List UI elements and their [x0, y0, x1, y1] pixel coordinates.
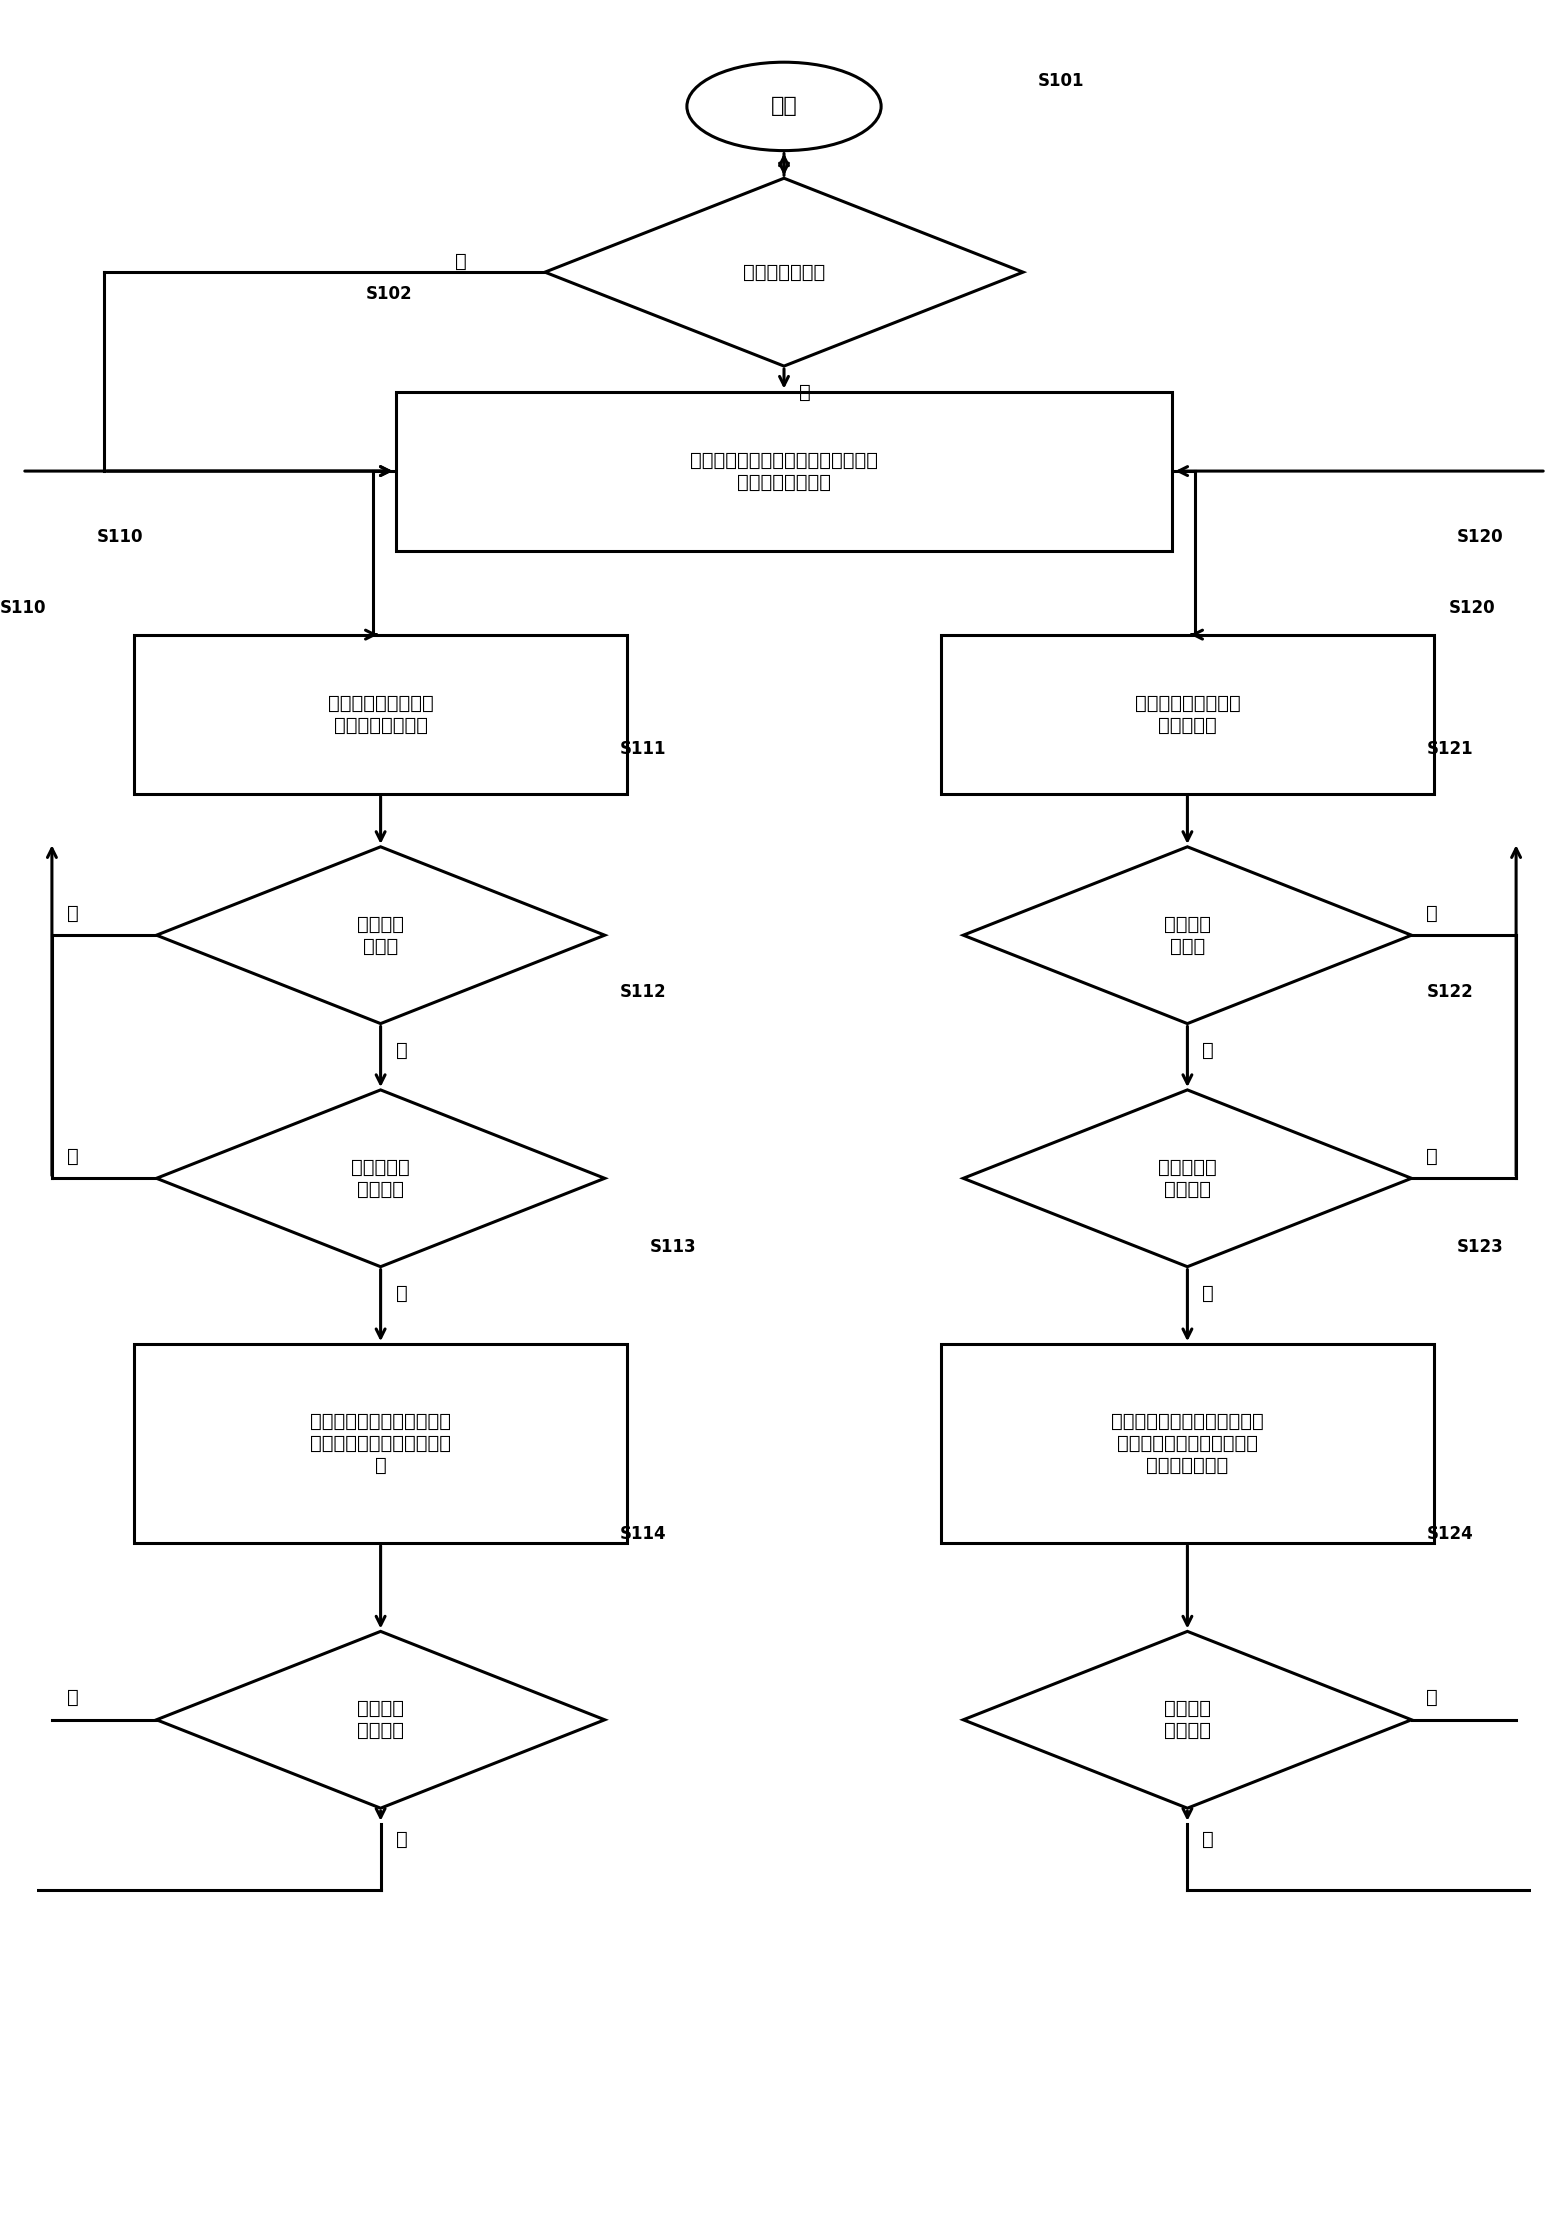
Text: 否: 否: [1426, 1688, 1438, 1708]
Text: 群组选项
被点选: 群组选项 被点选: [1164, 914, 1211, 956]
Bar: [135, 634, 628, 794]
Polygon shape: [963, 847, 1412, 1023]
Polygon shape: [963, 1090, 1412, 1268]
Bar: [395, 391, 1172, 552]
Text: S101: S101: [1038, 71, 1085, 89]
Polygon shape: [963, 1632, 1412, 1808]
Polygon shape: [157, 847, 604, 1023]
Text: 是: 是: [395, 1283, 408, 1303]
Text: S123: S123: [1457, 1239, 1504, 1257]
Text: 是: 是: [395, 1830, 408, 1848]
Text: 显示一内容设定选项及一记号设定选
项，供使用者选择: 显示一内容设定选项及一记号设定选 项，供使用者选择: [690, 451, 877, 492]
Text: 否: 否: [67, 1688, 79, 1708]
Text: 是: 是: [1203, 1283, 1214, 1303]
Text: 显示此些群组选项及
一输入栏位: 显示此些群组选项及 一输入栏位: [1135, 694, 1240, 734]
Text: S111: S111: [620, 741, 666, 758]
Text: S120: S120: [1449, 598, 1496, 616]
Text: 上一层选
项被点选: 上一层选 项被点选: [1164, 1699, 1211, 1741]
Text: S110: S110: [96, 529, 143, 547]
Text: 是: 是: [1203, 1830, 1214, 1848]
Text: S122: S122: [1426, 983, 1472, 1001]
Text: 群组选项
被点选: 群组选项 被点选: [356, 914, 405, 956]
Text: S112: S112: [620, 983, 666, 1001]
Text: 应用程序图
标被点选: 应用程序图 标被点选: [352, 1159, 411, 1199]
Text: 否: 否: [1426, 1148, 1438, 1165]
Bar: [941, 634, 1434, 794]
Text: 设定程序被启动: 设定程序被启动: [742, 262, 825, 282]
Polygon shape: [546, 178, 1023, 367]
Text: 显示此些应用程序图
标及数个群组选项: 显示此些应用程序图 标及数个群组选项: [327, 694, 434, 734]
Polygon shape: [157, 1632, 604, 1808]
Text: 否: 否: [456, 251, 467, 271]
Text: 依据输入栏位所输入的内容，
更新被点选的群组选项所对
应的一群组记号: 依据输入栏位所输入的内容， 更新被点选的群组选项所对 应的一群组记号: [1111, 1412, 1263, 1475]
Bar: [941, 1343, 1434, 1543]
Text: 是: 是: [798, 383, 811, 403]
Text: 上一层选
项被点选: 上一层选 项被点选: [356, 1699, 405, 1741]
Text: S124: S124: [1426, 1526, 1472, 1543]
Text: 输入栏位被
输入内容: 输入栏位被 输入内容: [1158, 1159, 1217, 1199]
Text: S114: S114: [620, 1526, 666, 1543]
Text: S121: S121: [1426, 741, 1472, 758]
Bar: [135, 1343, 628, 1543]
Text: 否: 否: [67, 1148, 79, 1165]
Text: 将被点选的应用程序图标连
结至此些群组标签的其中之
一: 将被点选的应用程序图标连 结至此些群组标签的其中之 一: [310, 1412, 451, 1475]
Text: 开始: 开始: [770, 96, 797, 116]
Text: 否: 否: [1426, 903, 1438, 923]
Text: S102: S102: [366, 285, 412, 302]
Text: S110: S110: [0, 598, 46, 616]
Text: 是: 是: [395, 1041, 408, 1059]
Text: 是: 是: [1203, 1041, 1214, 1059]
Text: S120: S120: [1457, 529, 1504, 547]
Text: 否: 否: [67, 903, 79, 923]
Text: S113: S113: [649, 1239, 696, 1257]
Polygon shape: [157, 1090, 604, 1268]
